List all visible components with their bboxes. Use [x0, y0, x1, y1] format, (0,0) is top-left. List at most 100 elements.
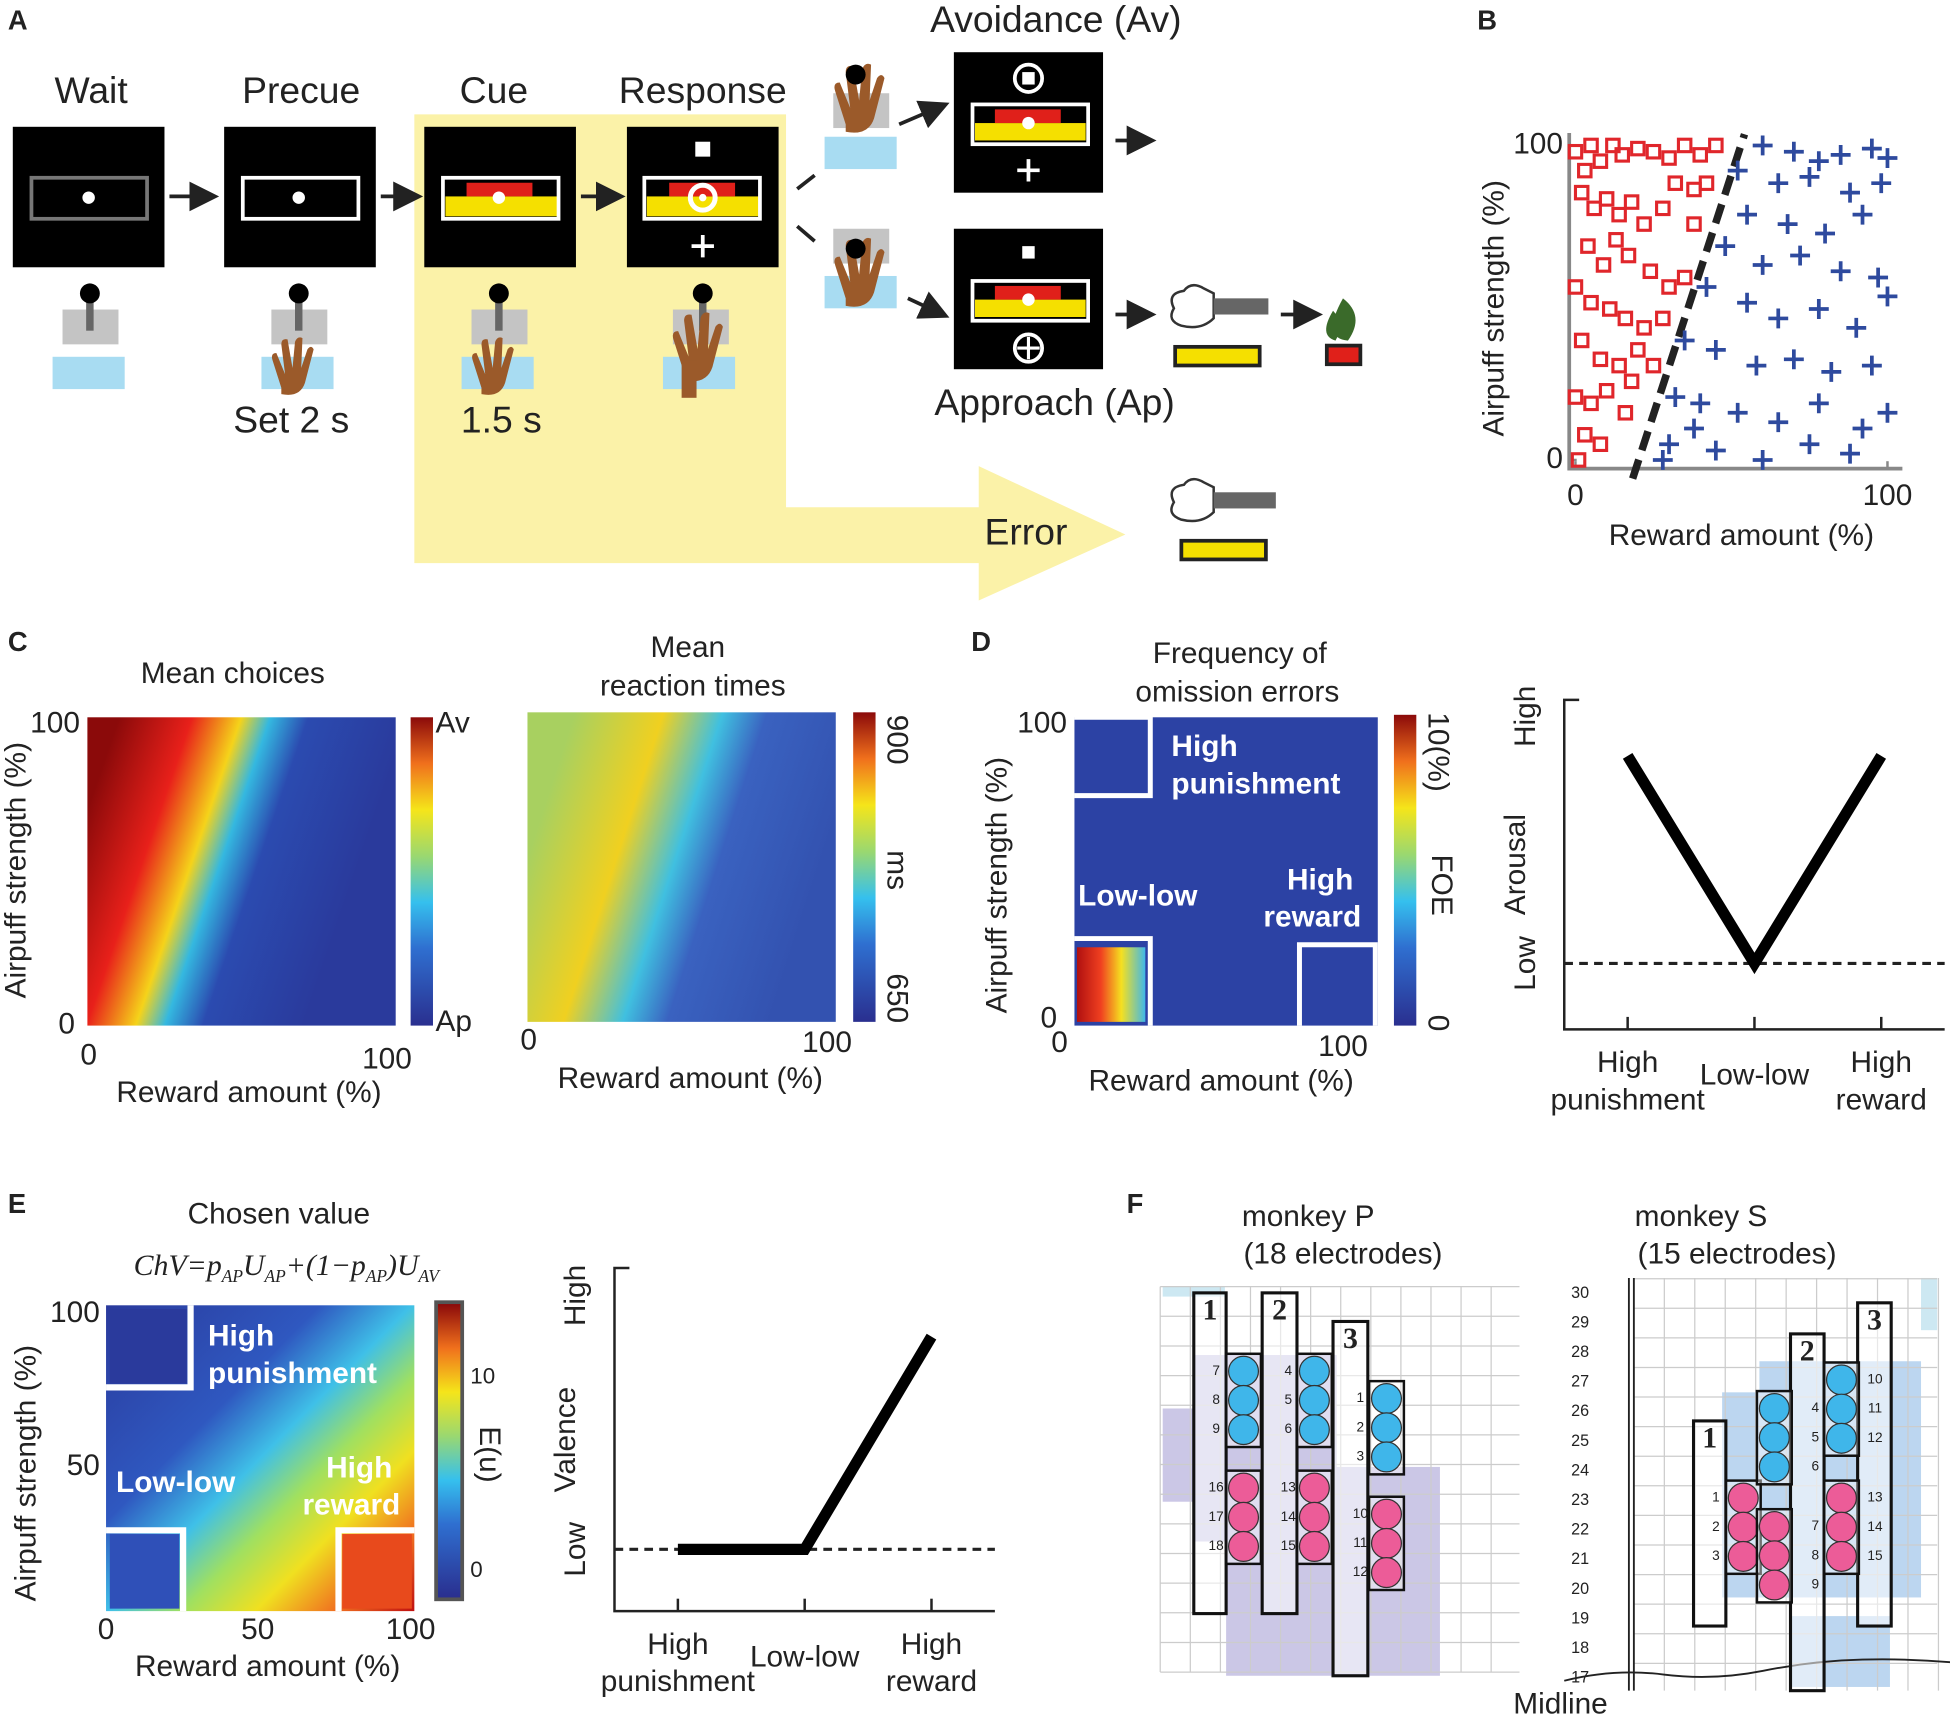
point: [1808, 393, 1829, 414]
axis-label: Reward amount (%): [558, 1062, 823, 1095]
point: [1808, 299, 1829, 319]
electrode: [1227, 1501, 1260, 1533]
row-label: 24: [1571, 1461, 1589, 1479]
point: [1783, 141, 1804, 162]
electrode-number: 2: [1712, 1519, 1720, 1534]
point: [1861, 138, 1882, 159]
electrode: [1370, 1382, 1403, 1415]
electrode: [1370, 1527, 1403, 1559]
point: [1601, 301, 1618, 317]
point: [1830, 144, 1851, 165]
electrode-number: 5: [1284, 1392, 1292, 1407]
point: [1652, 450, 1673, 470]
colorbar-unit: ms: [881, 850, 914, 890]
point: [1852, 418, 1873, 439]
colorbar: [410, 717, 433, 1026]
point: [1655, 310, 1671, 327]
electrode-number: 10: [1353, 1506, 1369, 1521]
point: [1583, 294, 1599, 311]
electrode-number: 5: [1812, 1429, 1820, 1444]
tick-label: 100: [50, 1296, 100, 1329]
tick-label: 0: [1051, 1026, 1068, 1059]
point: [1768, 308, 1789, 329]
tick-label: 0: [98, 1613, 115, 1646]
electrode-number: 1: [1712, 1490, 1720, 1505]
panel-label: A: [8, 5, 28, 36]
x-tick-line: Low-low: [750, 1640, 860, 1673]
region-label: reward: [302, 1489, 400, 1522]
x-tick-label: High reward: [886, 1628, 977, 1698]
row-label: 27: [1571, 1373, 1589, 1391]
electrode: [1298, 1501, 1330, 1533]
shaft: [1691, 1419, 1728, 1628]
point: [1684, 418, 1704, 439]
electrode: [1298, 1472, 1330, 1504]
point: [1570, 452, 1587, 468]
point: [1577, 427, 1593, 443]
point: [1768, 173, 1789, 194]
shaft: [1788, 1332, 1826, 1693]
electrode-number: 13: [1867, 1490, 1882, 1505]
electrode-number: 12: [1353, 1564, 1368, 1579]
x-axis-label: Reward amount (%): [1609, 519, 1874, 552]
monkey-subtitle: (18 electrodes): [1243, 1237, 1442, 1270]
x-tick-line: High: [901, 1628, 962, 1661]
tick-label: 0: [80, 1039, 97, 1072]
tick-label: 100: [1318, 1030, 1368, 1063]
equation-part: ChV=p: [134, 1249, 222, 1282]
boundary: [1629, 133, 1749, 480]
electrode: [1825, 1393, 1858, 1425]
point: [1846, 317, 1867, 338]
y-axis-label: Valence: [549, 1387, 582, 1493]
point: [1686, 181, 1702, 198]
point: [1636, 216, 1652, 232]
electrode: [1758, 1540, 1790, 1572]
outcome-label: Error: [985, 510, 1068, 552]
row-label: 22: [1571, 1521, 1589, 1539]
equation-part: U: [243, 1249, 267, 1282]
point: [1659, 434, 1679, 455]
point: [1676, 269, 1693, 286]
region-label: High: [1171, 730, 1237, 763]
point: [1696, 277, 1717, 297]
row-label: 25: [1571, 1432, 1589, 1450]
electrode: [1825, 1422, 1858, 1454]
branch-marks: [796, 173, 816, 243]
x-tick-label: Low-low: [1700, 1058, 1810, 1091]
electrode: [1727, 1482, 1759, 1514]
axis: [1567, 133, 1903, 471]
heatmap-patch: [109, 1534, 180, 1609]
axis-label: Reward amount (%): [116, 1076, 381, 1109]
line: [677, 1333, 937, 1555]
point: [1715, 236, 1736, 257]
monkey-subtitle: (15 electrodes): [1638, 1237, 1837, 1270]
point: [1727, 402, 1748, 423]
point: [1630, 342, 1646, 358]
x-tick-line: reward: [886, 1665, 977, 1698]
colorbar-label: 0: [1421, 1015, 1454, 1032]
x-tick-label: Low-low: [750, 1640, 860, 1673]
outcome-label: Avoidance (Av): [930, 0, 1181, 40]
electrode-number: 15: [1281, 1538, 1297, 1553]
equation: ChV=pAPUAP+(1−pAP)UAV: [134, 1249, 442, 1286]
equation-part: AP: [221, 1266, 244, 1286]
heatmap-patch: [109, 1309, 187, 1384]
point: [1852, 204, 1873, 225]
heatmap-patch: [1076, 947, 1146, 1022]
point: [1690, 393, 1711, 414]
colorbar: [437, 1304, 461, 1598]
y-tick-label: High: [1509, 686, 1542, 747]
point: [1752, 255, 1773, 275]
electrode: [1298, 1384, 1330, 1416]
electrode: [1227, 1355, 1260, 1387]
electrode: [1370, 1557, 1403, 1589]
point: [1705, 440, 1726, 461]
point: [1686, 216, 1702, 232]
electrode-number: 17: [1209, 1509, 1224, 1524]
point: [1608, 232, 1624, 248]
electrode-number: 10: [1867, 1372, 1883, 1387]
row-label: 18: [1571, 1639, 1589, 1657]
electrode-number: 3: [1357, 1449, 1365, 1464]
point: [1583, 395, 1599, 412]
